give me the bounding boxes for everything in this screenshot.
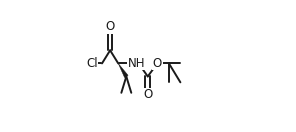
Text: O: O — [153, 57, 162, 70]
Text: NH: NH — [128, 57, 145, 70]
Text: Cl: Cl — [86, 57, 98, 70]
Text: O: O — [105, 20, 115, 33]
Text: O: O — [143, 88, 152, 102]
Polygon shape — [118, 63, 128, 78]
